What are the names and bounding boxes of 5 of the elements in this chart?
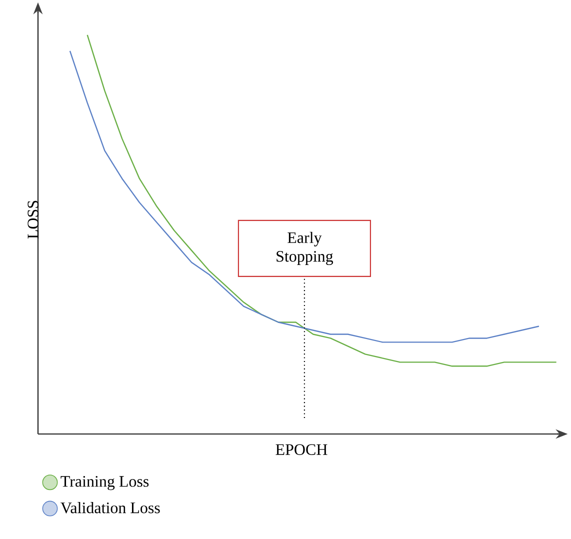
annotation: Early Stopping bbox=[276, 232, 334, 266]
x-axis-title: EPOCH bbox=[276, 444, 328, 455]
y-axis-title: LOSS bbox=[28, 200, 38, 239]
legend-label: Training Loss bbox=[60, 476, 149, 490]
legend-label: Validation Loss bbox=[60, 502, 160, 514]
